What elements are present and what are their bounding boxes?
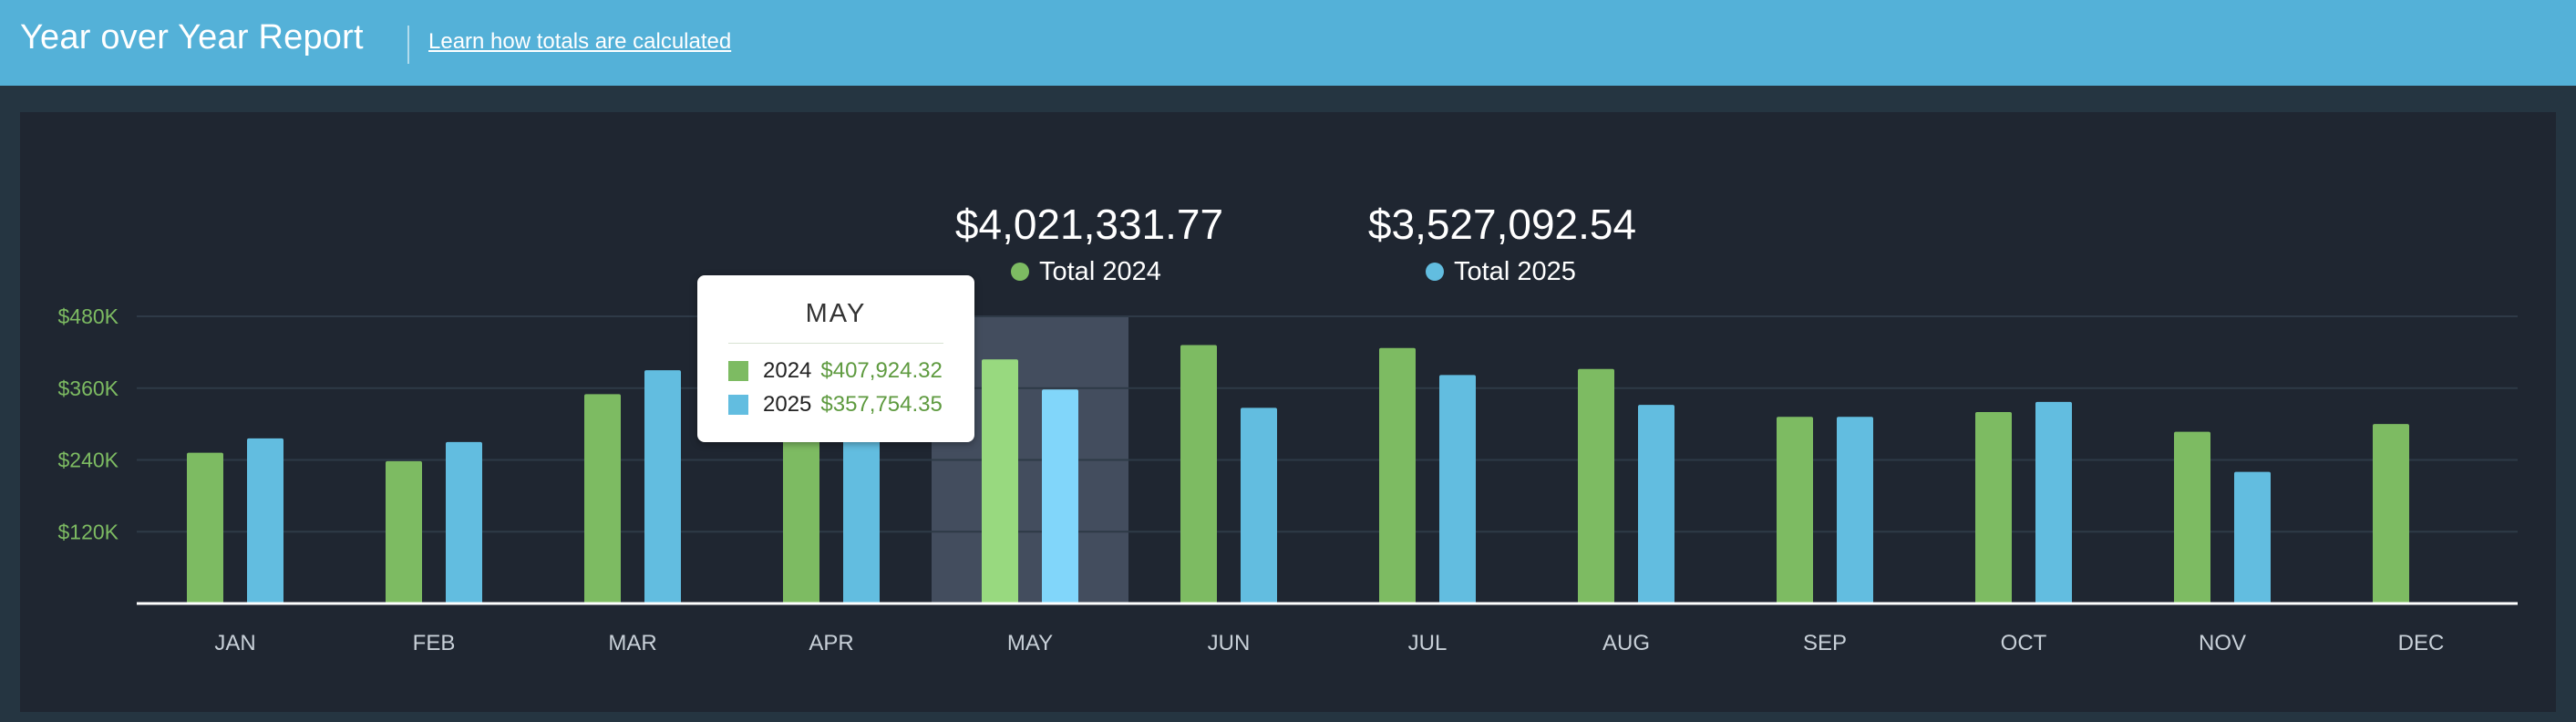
x-tick-label: JUL [1408,631,1448,655]
bar-2025-mar [644,370,681,603]
x-tick-label: AUG [1602,631,1650,655]
page-title: Year over Year Report [20,18,364,57]
bar-2024-may [982,359,1018,603]
bar-2025-may [1042,389,1078,603]
y-tick-label: $120K [57,520,118,543]
header-divider [407,26,409,64]
x-tick-label: JAN [214,631,255,655]
x-tick-label: APR [809,631,853,655]
bar-2025-apr [843,424,880,603]
bar-2025-jun [1241,407,1277,603]
x-tick-label: MAR [608,631,656,655]
bar-2025-oct [2035,401,2072,603]
legend-dot-2024 [1011,263,1029,281]
x-tick-label: JUN [1208,631,1251,655]
bar-2024-jun [1180,345,1217,603]
bar-2024-mar [584,394,621,603]
tooltip-value: $407,924.32 [820,358,943,383]
x-tick-label: MAY [1007,631,1053,655]
bar-2025-sep [1837,417,1873,603]
bar-2024-oct [1975,412,2012,603]
report-header: Year over Year Report Learn how totals a… [0,0,2576,86]
legend-dot-2025 [1426,263,1444,281]
y-tick-label: $360K [57,376,118,400]
x-tick-label: DEC [2398,631,2445,655]
bar-2025-jul [1439,375,1476,603]
bar-2024-nov [2174,431,2210,603]
x-tick-label: FEB [413,631,456,655]
tooltip-row-2025: 2025 $357,754.35 [728,391,943,418]
bar-2025-jan [247,438,283,603]
tooltip-swatch-2025 [728,395,748,415]
bar-2024-dec [2373,424,2409,603]
x-tick-label: NOV [2199,631,2246,655]
bar-2024-aug [1578,368,1614,603]
legend-label: Total 2024 [1039,257,1161,286]
bar-2024-feb [386,460,422,603]
total-amount: $4,021,331.77 [955,201,1223,248]
legend-label: Total 2025 [1454,257,1576,286]
x-tick-label: OCT [2001,631,2047,655]
tooltip-divider [728,343,943,344]
tooltip-value: $357,754.35 [820,392,943,417]
tooltip-year: 2024 [763,358,812,383]
bar-2024-jul [1379,347,1416,603]
x-tick-label: SEP [1803,631,1847,655]
bar-2024-apr [783,424,819,603]
y-tick-label: $480K [57,304,118,328]
totals-help-link[interactable]: Learn how totals are calculated [428,29,732,54]
bar-2024-sep [1777,417,1813,603]
chart-tooltip: MAY 2024 $407,924.32 2025 $357,754.35 [697,275,974,442]
tooltip-row-2024: 2024 $407,924.32 [728,357,943,385]
bar-2025-nov [2234,471,2271,603]
y-tick-label: $240K [57,449,118,472]
tooltip-swatch-2024 [728,361,748,381]
tooltip-year: 2025 [763,392,812,417]
tooltip-month: MAY [805,299,867,328]
bar-2025-aug [1638,405,1674,603]
bar-2024-jan [187,452,223,603]
total-amount: $3,527,092.54 [1368,201,1636,248]
chart-panel [20,112,2556,712]
bar-2025-feb [446,441,482,603]
